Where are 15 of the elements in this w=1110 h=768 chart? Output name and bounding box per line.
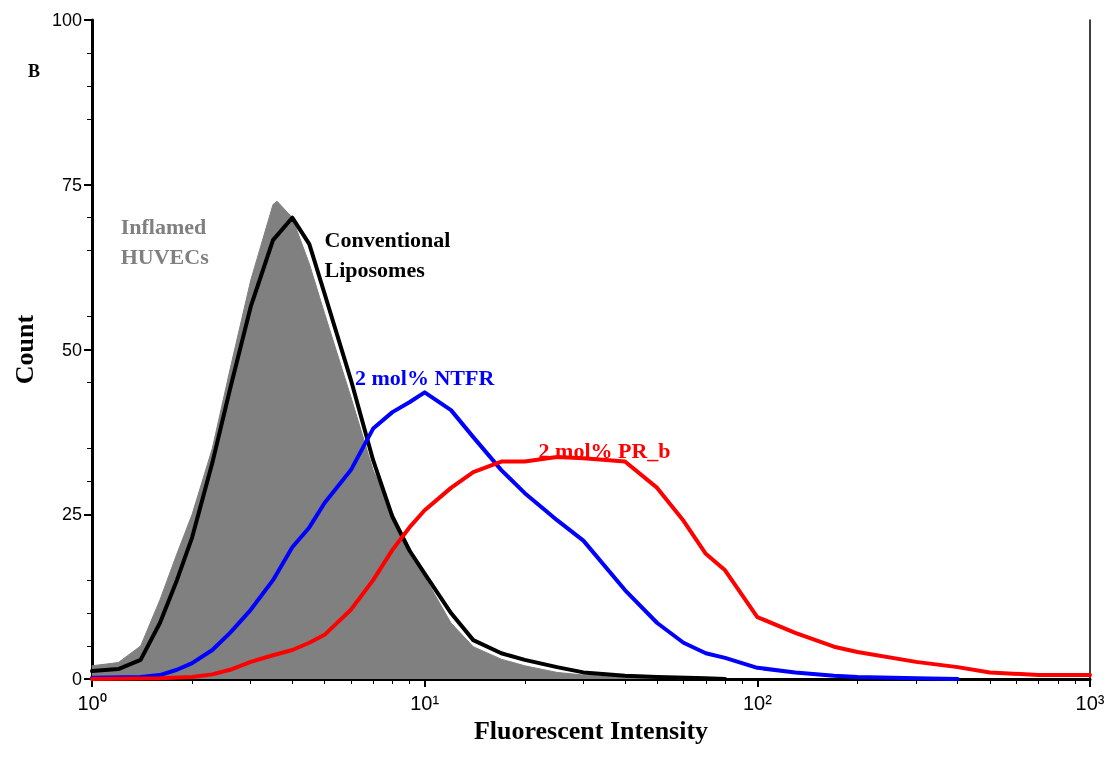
y-tick-label: 0 (71, 669, 82, 689)
x-tick-label: 10⁰ (77, 692, 107, 714)
x-tick-label: 10¹ (410, 692, 440, 714)
x-tick-label: 10³ (1075, 692, 1105, 714)
y-tick-label: 100 (51, 10, 82, 30)
series-label: Inflamed HUVECs (120, 213, 212, 269)
series-label: Conventional Liposomes (324, 226, 456, 282)
text: B (28, 61, 41, 81)
y-axis-title: Count (9, 314, 39, 385)
y-tick-label: 75 (61, 174, 82, 195)
y-tick-label: 25 (61, 504, 82, 525)
x-tick-label: 10² (742, 692, 773, 714)
x-axis-title: Fluorescent Intensity (473, 716, 709, 746)
y-tick-label: 50 (61, 339, 82, 360)
series-label: 2 mol% NTFR (355, 365, 496, 391)
